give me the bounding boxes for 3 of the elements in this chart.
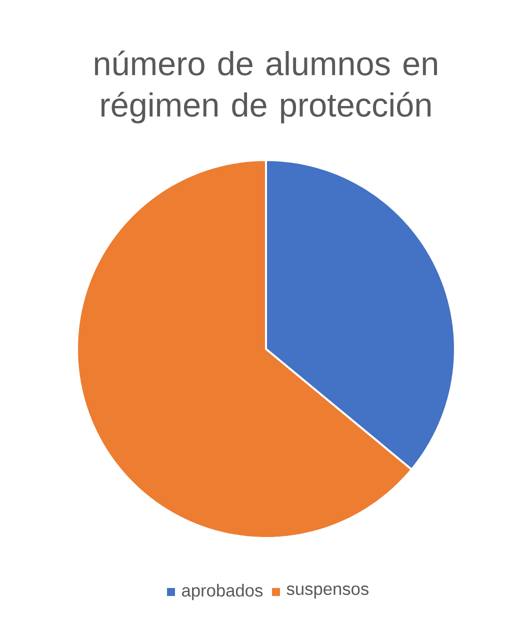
legend-label: aprobados: [182, 584, 263, 600]
legend-label: suspensos: [286, 586, 368, 598]
chart-title: número de alumnos en régimen de protección: [94, 50, 437, 124]
